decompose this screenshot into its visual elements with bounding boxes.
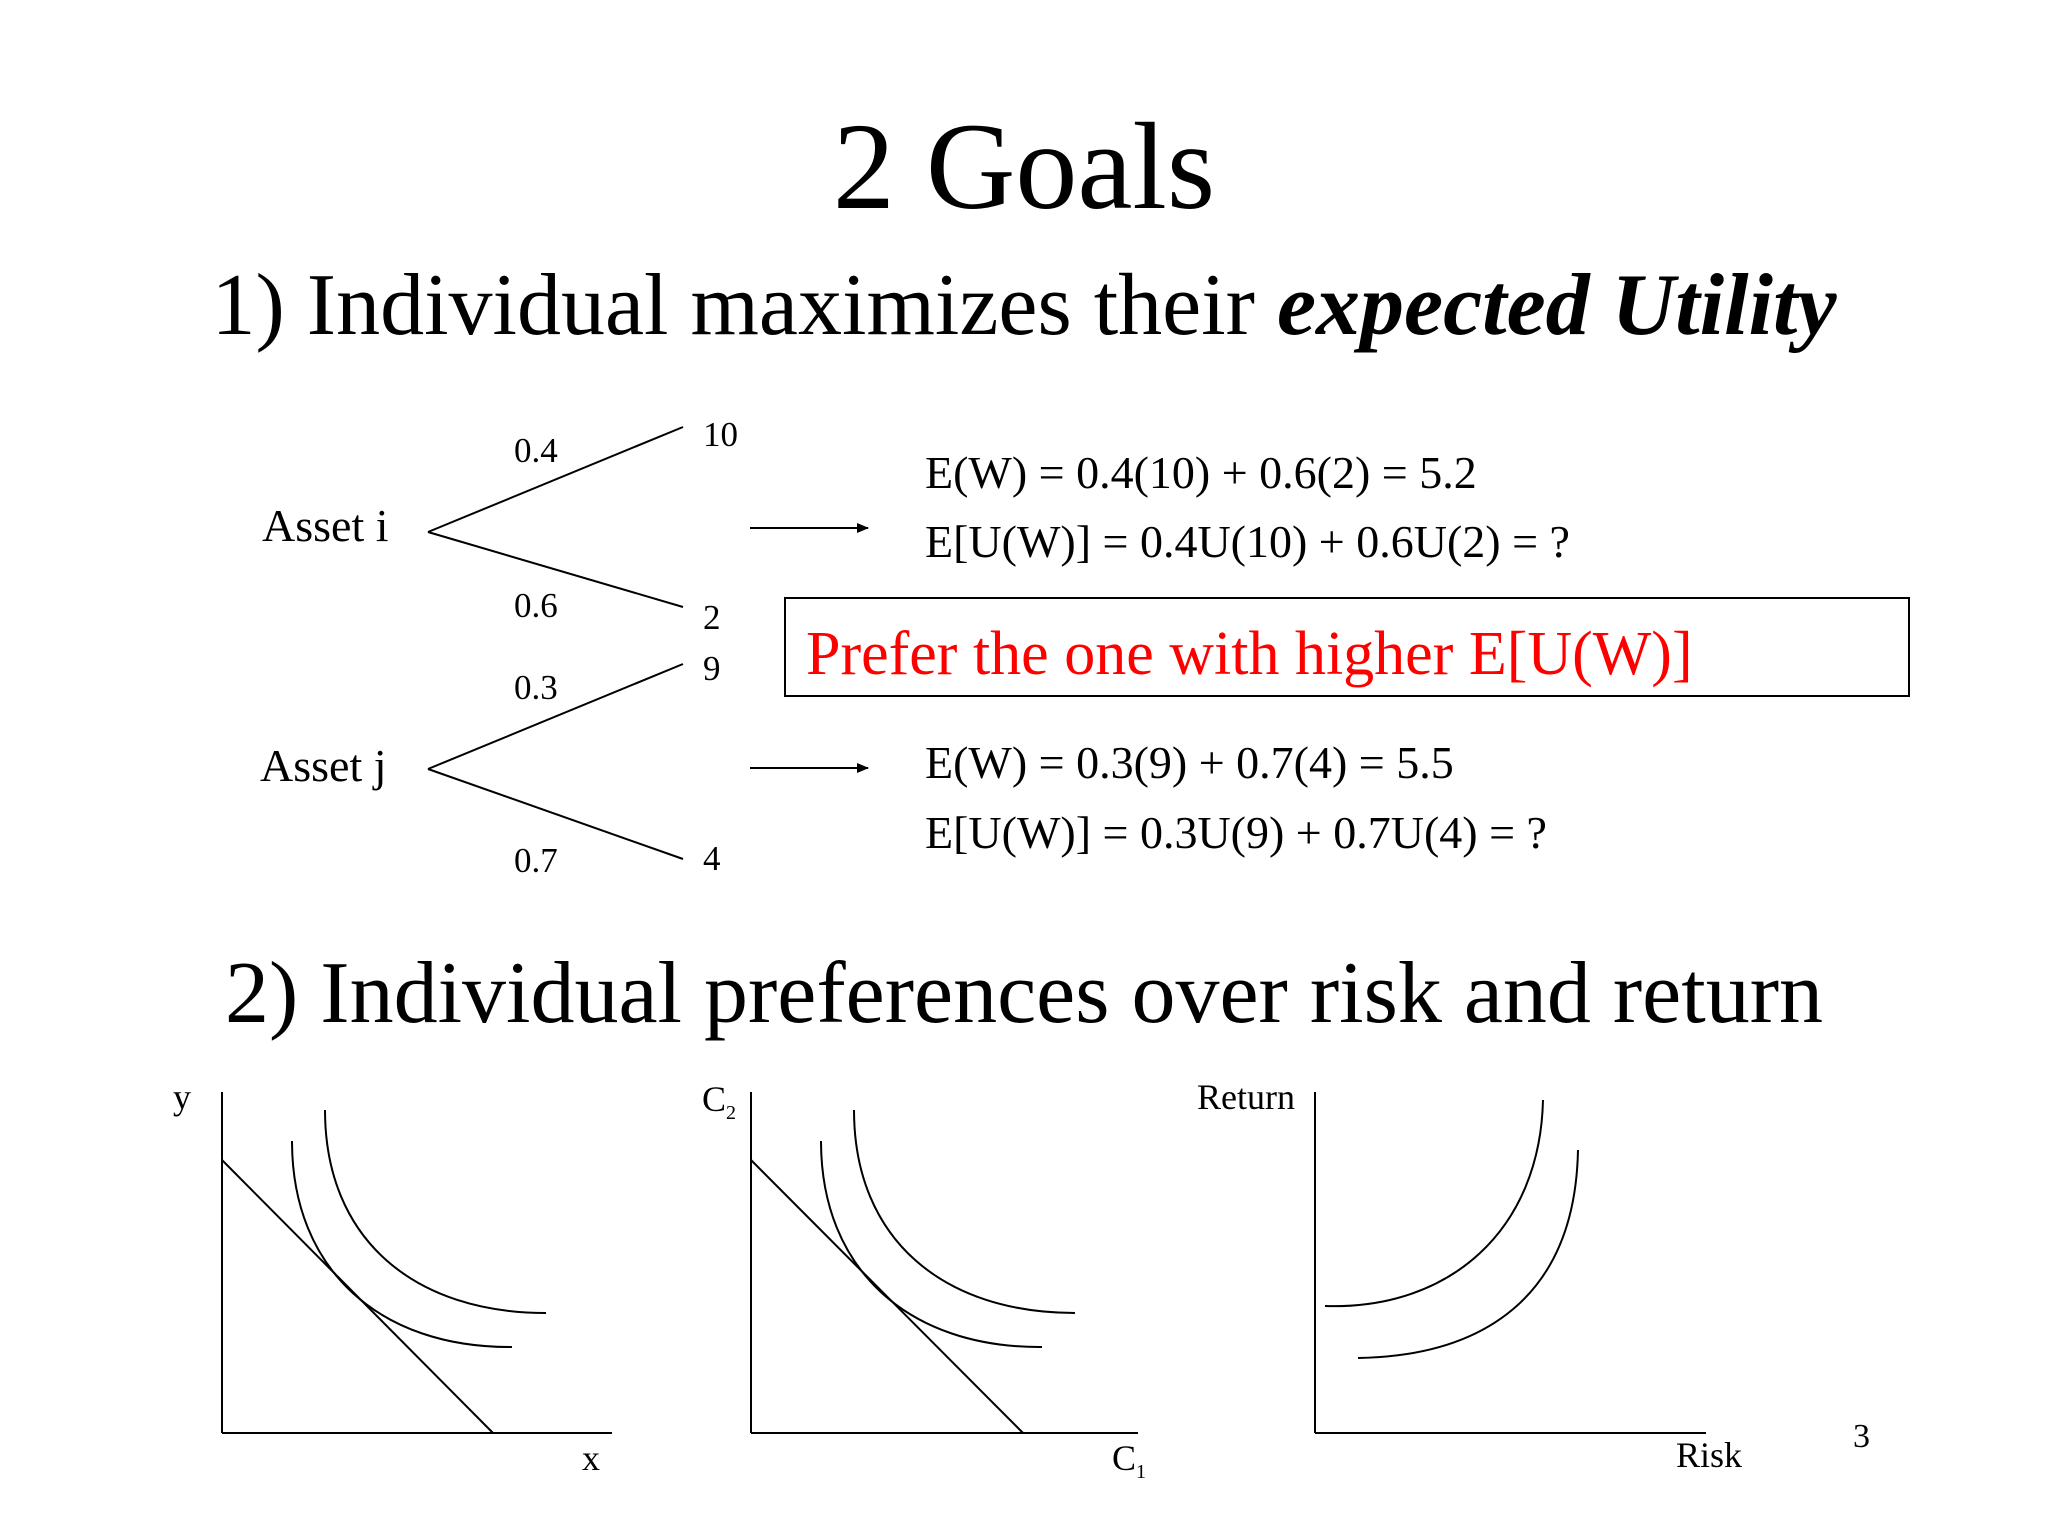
graph-2-y-label-sub: 2 bbox=[726, 1102, 737, 1125]
preference-box: Prefer the one with higher E[U(W)] bbox=[784, 597, 1910, 697]
asset-i-upper-branch bbox=[427, 426, 684, 533]
asset-j-label: Asset j bbox=[260, 740, 387, 791]
graph-1-curve-inner bbox=[291, 1140, 513, 1349]
graph-3-curve-lower bbox=[1357, 1149, 1579, 1359]
graph-3-y-label: Return bbox=[1197, 1077, 1295, 1117]
asset-i-prob-up: 0.4 bbox=[514, 431, 558, 470]
page-number: 3 bbox=[1853, 1418, 1870, 1455]
asset-j-expected-wealth: E(W) = 0.3(9) + 0.7(4) = 5.5 bbox=[925, 737, 1454, 788]
graph-3-x-label: Risk bbox=[1676, 1435, 1743, 1475]
asset-i-outcome-up: 10 bbox=[703, 415, 738, 454]
graph-intertemporal bbox=[750, 1092, 1138, 1434]
preference-note: Prefer the one with higher E[U(W)] bbox=[806, 620, 1693, 688]
goal-1-text: 1) Individual maximizes their bbox=[211, 257, 1277, 354]
asset-j-upper-branch bbox=[427, 663, 684, 770]
graph-1-y-label: y bbox=[173, 1077, 191, 1117]
goal-1-heading: 1) Individual maximizes their expected U… bbox=[0, 262, 2048, 350]
graph-1-x-label: x bbox=[582, 1438, 600, 1478]
graph-2-curve-outer bbox=[853, 1109, 1076, 1314]
graph-2-y-label-main: C bbox=[702, 1079, 727, 1119]
asset-j-expected-utility: E[U(W)] = 0.3U(9) + 0.7U(4) = ? bbox=[925, 807, 1547, 858]
graph-2-x-label: C1 bbox=[1112, 1440, 1146, 1482]
graph-1-curve-outer bbox=[324, 1109, 547, 1314]
graph-2-y-label: C2 bbox=[702, 1081, 736, 1123]
asset-j-prob-down: 0.7 bbox=[514, 841, 558, 880]
asset-i-lower-branch bbox=[427, 531, 684, 608]
goal-1-emphasis: expected Utility bbox=[1276, 257, 1837, 354]
graph-2-curve-inner bbox=[820, 1140, 1043, 1349]
graph-indifference-xy bbox=[221, 1092, 612, 1434]
asset-i-outcome-down: 2 bbox=[703, 598, 721, 637]
asset-j-prob-up: 0.3 bbox=[514, 668, 558, 707]
asset-j-outcome-up: 9 bbox=[703, 649, 721, 688]
goal-2-heading: 2) Individual preferences over risk and … bbox=[224, 945, 1823, 1042]
graph-2-x-label-main: C bbox=[1112, 1438, 1137, 1478]
slide-title: 2 Goals bbox=[832, 98, 1216, 235]
asset-i-label: Asset i bbox=[262, 500, 389, 551]
asset-i-tree bbox=[427, 426, 684, 608]
asset-j-outcome-down: 4 bbox=[703, 839, 721, 878]
graph-2-x-label-sub: 1 bbox=[1136, 1461, 1147, 1484]
asset-i-prob-down: 0.6 bbox=[514, 586, 558, 625]
asset-i-expected-wealth: E(W) = 0.4(10) + 0.6(2) = 5.2 bbox=[925, 447, 1477, 498]
asset-j-lower-branch bbox=[427, 768, 684, 860]
graph-3-curve-upper bbox=[1324, 1099, 1544, 1308]
graph-risk-return bbox=[1314, 1092, 1706, 1434]
asset-i-expected-utility: E[U(W)] = 0.4U(10) + 0.6U(2) = ? bbox=[925, 516, 1570, 567]
asset-j-tree bbox=[427, 663, 684, 860]
